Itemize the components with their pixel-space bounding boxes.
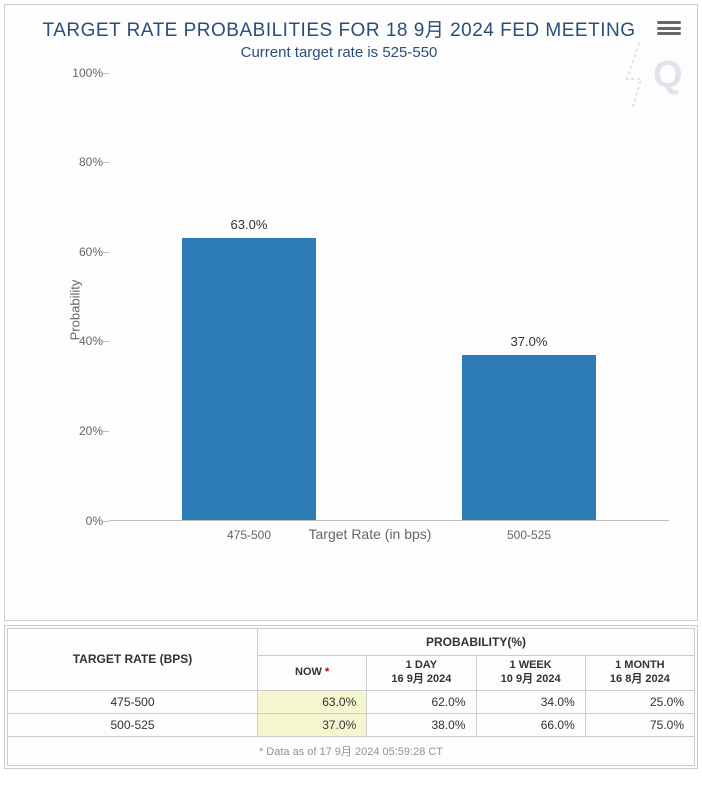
rate-cell: 475-500 [8,690,258,713]
table-panel: TARGET RATE (BPS) PROBABILITY(%) NOW *1 … [4,625,698,769]
value-cell: 75.0% [585,713,694,736]
bar-value-label: 63.0% [231,217,268,232]
title-block: TARGET RATE PROBABILITIES FOR 18 9月 2024… [21,15,657,61]
col-subheader: 1 MONTH16 8月 2024 [585,656,694,691]
value-cell: 63.0% [258,690,367,713]
col-header-target: TARGET RATE (BPS) [8,629,258,691]
value-cell: 62.0% [367,690,476,713]
col-subheader: NOW * [258,656,367,691]
table-row: 475-50063.0%62.0%34.0%25.0% [8,690,695,713]
chart-panel: TARGET RATE PROBABILITIES FOR 18 9月 2024… [4,4,698,621]
y-tick-label: 80% [61,155,103,169]
bar-value-label: 37.0% [511,334,548,349]
col-header-probability: PROBABILITY(%) [258,629,695,656]
title-row: TARGET RATE PROBABILITIES FOR 18 9月 2024… [21,15,681,61]
bars-container: 63.0%475-50037.0%500-525 [109,73,669,520]
y-tick-label: 100% [61,66,103,80]
value-cell: 34.0% [476,690,585,713]
rate-cell: 500-525 [8,713,258,736]
x-axis-label: Target Rate (in bps) [63,526,677,542]
value-cell: 37.0% [258,713,367,736]
chart-title: TARGET RATE PROBABILITIES FOR 18 9月 2024… [21,15,657,42]
y-tick-label: 40% [61,334,103,348]
probability-table: TARGET RATE (BPS) PROBABILITY(%) NOW *1 … [7,628,695,766]
value-cell: 38.0% [367,713,476,736]
chart-subtitle: Current target rate is 525-550 [21,44,657,61]
bar[interactable]: 37.0% [462,355,596,520]
table-row: 500-52537.0%38.0%66.0%75.0% [8,713,695,736]
bar-slot: 63.0%475-500 [109,73,389,520]
y-tick-label: 60% [61,245,103,259]
bar[interactable]: 63.0% [182,238,316,520]
plot-region: 63.0%475-50037.0%500-525 0%20%40%60%80%1… [109,73,669,520]
col-subheader: 1 DAY16 9月 2024 [367,656,476,691]
chart-area: Probability 63.0%475-50037.0%500-525 0%2… [63,65,677,554]
chart-menu-button[interactable] [657,15,681,35]
bar-slot: 37.0%500-525 [389,73,669,520]
col-subheader: 1 WEEK10 9月 2024 [476,656,585,691]
table-footnote: * Data as of 17 9月 2024 05:59:28 CT [8,736,695,765]
value-cell: 25.0% [585,690,694,713]
y-axis-label: Probability [68,279,83,340]
value-cell: 66.0% [476,713,585,736]
y-tick-label: 20% [61,424,103,438]
